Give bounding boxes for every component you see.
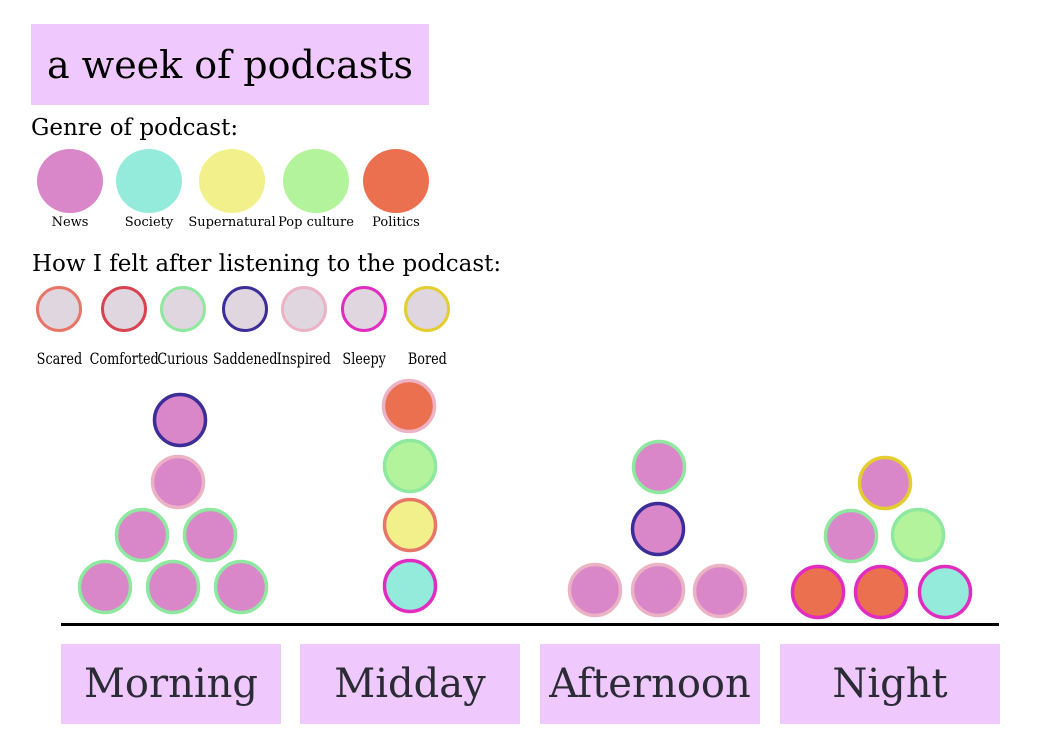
time-label-afternoon: Afternoon	[540, 644, 760, 724]
mood-legend-label-wrap: Comforted	[79, 349, 169, 368]
genre-legend-label: Supernatural	[188, 215, 276, 230]
podcast-dot-midday	[382, 558, 438, 614]
mood-swatch-inspired	[281, 286, 327, 332]
podcast-dot-midday	[382, 438, 438, 494]
time-label-text: Morning	[83, 661, 259, 707]
podcast-dot-afternoon	[631, 439, 687, 495]
podcast-dot-night	[790, 564, 846, 620]
mood-legend-label-wrap: Bored	[382, 349, 472, 368]
genre-legend	[37, 149, 429, 213]
podcast-dot-afternoon	[630, 562, 686, 618]
mood-swatch-curious	[160, 286, 206, 332]
time-axis-line	[61, 623, 999, 626]
genre-swatch-supernatural	[199, 149, 265, 213]
genre-swatch-politics	[363, 149, 429, 213]
genre-swatch-pop-culture	[283, 149, 349, 213]
mood-swatch-scared	[36, 286, 82, 332]
time-label-text: Night	[832, 661, 948, 707]
time-label-text: Afternoon	[549, 661, 751, 707]
time-label-night: Night	[780, 644, 1000, 724]
podcast-dot-midday	[382, 497, 438, 553]
mood-legend-label: Curious	[157, 349, 209, 368]
mood-legend-label: Sleepy	[342, 349, 386, 368]
podcast-dot-morning	[182, 507, 238, 563]
title-box: a week of podcasts	[31, 24, 429, 105]
mood-swatch-comforted	[101, 286, 147, 332]
genre-legend-label: News	[51, 215, 89, 230]
podcast-dot-morning	[150, 454, 206, 510]
genre-swatch-society	[116, 149, 182, 213]
time-label-midday: Midday	[300, 644, 520, 724]
mood-legend-label: Scared	[36, 349, 82, 368]
podcast-dot-night	[823, 508, 879, 564]
podcast-dot-night	[890, 507, 946, 563]
mood-swatch-saddened	[222, 286, 268, 332]
podcast-dot-afternoon	[630, 501, 686, 557]
mood-legend-heading: How I felt after listening to the podcas…	[32, 251, 502, 277]
mood-legend-label-wrap: Sleepy	[319, 349, 409, 368]
podcast-dot-morning	[114, 507, 170, 563]
podcast-marks	[77, 378, 973, 620]
time-label-morning: Morning	[61, 644, 281, 724]
mood-swatch-sleepy	[341, 286, 387, 332]
podcast-dot-afternoon	[692, 563, 748, 619]
mood-legend-label-wrap: Inspired	[259, 349, 349, 368]
mood-legend	[36, 286, 450, 332]
mood-legend-label-wrap: Saddened	[200, 349, 290, 368]
mood-legend-label-wrap: Scared	[14, 349, 104, 368]
podcast-dot-night	[917, 564, 973, 620]
genre-legend-heading: Genre of podcast:	[31, 115, 239, 141]
podcast-dot-afternoon	[567, 562, 623, 618]
mood-legend-label-wrap: Curious	[138, 349, 228, 368]
genre-legend-label: Pop culture	[278, 215, 354, 230]
mood-legend-label: Inspired	[276, 349, 332, 368]
podcast-dot-night	[853, 564, 909, 620]
podcast-dot-morning	[77, 559, 133, 615]
time-label-text: Midday	[334, 661, 486, 707]
genre-swatch-news	[37, 149, 103, 213]
genre-legend-label: Society	[124, 215, 174, 230]
podcast-dot-night	[857, 455, 913, 511]
page-title: a week of podcasts	[46, 42, 414, 87]
genre-legend-label: Politics	[372, 215, 420, 230]
podcast-dot-morning	[213, 559, 269, 615]
podcast-dot-morning	[145, 559, 201, 615]
mood-legend-label: Comforted	[89, 349, 159, 368]
mood-swatch-bored	[404, 286, 450, 332]
podcast-dot-midday	[381, 378, 437, 434]
podcast-dot-morning	[152, 392, 208, 448]
mood-legend-label: Saddened	[212, 349, 278, 368]
mood-legend-label: Bored	[407, 349, 447, 368]
